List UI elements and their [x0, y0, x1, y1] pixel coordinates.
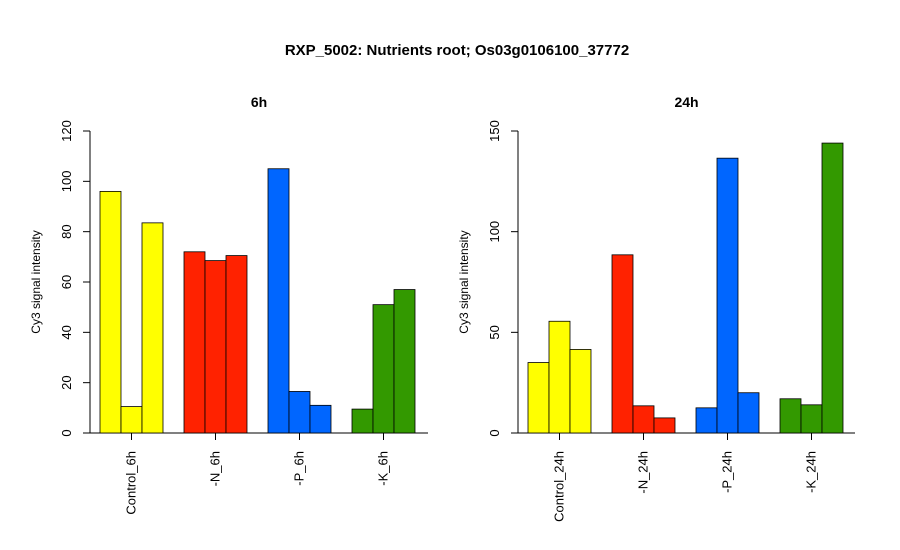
- bar: [183, 251, 206, 434]
- y-tick-label: 0: [487, 429, 502, 436]
- bar: [548, 320, 571, 434]
- bar: [141, 222, 164, 434]
- bar: [267, 168, 290, 434]
- chart-title: RXP_5002: Nutrients root; Os03g0106100_3…: [285, 42, 629, 59]
- bar: [225, 255, 248, 434]
- y-tick-label: 50: [487, 325, 502, 339]
- x-tick-label: -N_6h: [208, 451, 223, 486]
- panel-6h: 6h 0 20 40 60 80 100 120 Cy3 signal intensity Con…: [29, 94, 428, 515]
- y-tick-label: 100: [487, 221, 502, 243]
- bar: [737, 392, 760, 434]
- bar: [821, 142, 844, 434]
- panel-title: 24h: [674, 94, 698, 110]
- bar: [372, 304, 395, 434]
- y-tick-label: 150: [487, 120, 502, 142]
- x-tick-label: -N_24h: [636, 451, 651, 494]
- y-axis-label: Cy3 signal intensity: [457, 230, 471, 333]
- bar: [716, 157, 739, 434]
- bar: [653, 417, 676, 434]
- panel-24h: 24h 0 50 100 150 Cy3 signal intensity Control_…: [457, 94, 855, 522]
- y-axis-label: Cy3 signal intensity: [29, 230, 43, 333]
- x-tick-label: Control_6h: [124, 451, 139, 515]
- y-tick-label: 120: [59, 120, 74, 142]
- y-tick-label: 20: [59, 375, 74, 389]
- bar: [99, 190, 122, 434]
- bar: [351, 408, 374, 434]
- x-tick-label: -K_24h: [804, 451, 819, 493]
- y-tick-label: 0: [59, 429, 74, 436]
- bar: [288, 391, 311, 434]
- x-tick-label: Control_24h: [552, 451, 567, 522]
- x-tick-label: -P_24h: [720, 451, 735, 493]
- bar: [779, 398, 802, 434]
- y-tick-label: 100: [59, 170, 74, 192]
- panel-title: 6h: [251, 94, 267, 110]
- bar: [309, 404, 332, 434]
- y-tick-label: 80: [59, 224, 74, 238]
- bar: [393, 289, 416, 434]
- bar: [120, 406, 143, 434]
- bar: [632, 405, 655, 434]
- bar: [611, 254, 634, 434]
- x-tick-label: -P_6h: [292, 451, 307, 486]
- y-tick-label: 60: [59, 275, 74, 289]
- bar: [800, 404, 823, 434]
- bar: [204, 260, 227, 434]
- bar: [569, 349, 592, 434]
- x-tick-label: -K_6h: [376, 451, 391, 486]
- bar: [527, 362, 550, 434]
- y-tick-label: 40: [59, 325, 74, 339]
- bar: [695, 407, 718, 434]
